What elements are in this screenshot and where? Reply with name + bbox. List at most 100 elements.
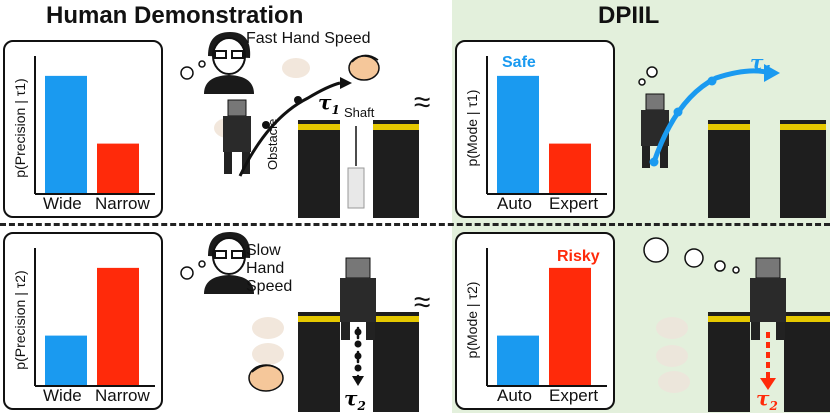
- shaft-label: Shaft: [344, 105, 375, 120]
- person-icon: [204, 32, 254, 94]
- trajectory-arrow: [238, 81, 341, 177]
- chart-y-label: p(Precision | τ1): [12, 78, 28, 178]
- risky-annotation: Risky: [557, 248, 600, 265]
- category-label: Expert: [549, 386, 599, 405]
- thought-bubble: [684, 248, 704, 268]
- hand-icon-faded: [282, 58, 310, 78]
- thought-bubble: [198, 260, 206, 268]
- tau1-label: τ1: [318, 90, 340, 117]
- title-human-demonstration: Human Demonstration: [46, 2, 304, 29]
- hand-icon: [248, 364, 284, 392]
- hand-icon-faded: [658, 371, 690, 393]
- trajectory-point: [354, 328, 362, 336]
- category-label: Wide: [43, 194, 82, 213]
- hand-icon-faded: [656, 345, 688, 367]
- approx-symbol: ≈: [414, 86, 431, 119]
- bar-expert: [549, 267, 591, 386]
- chart-y-label: p(Precision | τ2): [12, 270, 28, 370]
- category-label: Wide: [43, 386, 82, 405]
- bar-expert: [549, 143, 591, 194]
- robot-gripper-icon: [641, 93, 669, 168]
- robot-gripper-icon: [340, 257, 376, 340]
- yellow-tape: [298, 316, 340, 322]
- trajectory-point: [354, 352, 362, 360]
- tau1-label: τ1: [750, 50, 772, 77]
- safe-annotation: Safe: [502, 54, 536, 71]
- title-dpiil: DPIIL: [598, 2, 660, 29]
- chart-mode-tau1-plot: [486, 56, 607, 195]
- obstacle-block: [708, 120, 750, 218]
- trajectory-point: [262, 121, 270, 129]
- hand-icon-faded: [252, 343, 284, 365]
- obstacle-label: Obstacle: [265, 118, 280, 170]
- obstacle-block: [298, 312, 340, 412]
- tau2-label: τ2: [344, 386, 366, 413]
- yellow-tape: [373, 124, 419, 130]
- chart-mode-tau2-plot: [486, 248, 607, 387]
- bar-auto: [497, 335, 539, 386]
- hand-icon-faded: [656, 317, 688, 339]
- dpiil-safe-scene: [638, 64, 826, 218]
- chart-mode-tau1: p(Mode | τ1) Safe Auto Expert: [455, 40, 615, 218]
- robot-gripper-icon: [750, 257, 786, 340]
- chart-precision-tau2-plot: [34, 248, 155, 387]
- bar-narrow: [97, 267, 139, 386]
- chart-mode-tau2: p(Mode | τ2) Risky Auto Expert: [455, 232, 615, 410]
- obstacle-block: [298, 120, 340, 218]
- category-label: Narrow: [95, 386, 150, 405]
- hand-icon: [348, 54, 380, 81]
- category-label: Expert: [549, 194, 599, 213]
- yellow-tape: [784, 316, 830, 322]
- bar-auto: [497, 75, 539, 194]
- yellow-tape: [298, 124, 340, 130]
- section-divider: [0, 223, 830, 226]
- thought-bubble: [646, 66, 658, 78]
- yellow-tape: [708, 316, 750, 322]
- thought-bubble: [643, 237, 669, 263]
- slow-hand-speed-label: Slow Hand Speed: [246, 242, 293, 295]
- bar-wide: [45, 335, 87, 386]
- obstacle-block: [784, 312, 830, 412]
- trajectory-point: [354, 340, 362, 348]
- thought-bubble: [198, 60, 206, 68]
- yellow-tape: [373, 316, 419, 322]
- arrow-head: [760, 378, 776, 390]
- obstacle-block: [708, 312, 750, 412]
- category-label: Auto: [497, 194, 532, 213]
- thought-bubble: [180, 66, 194, 80]
- slow-demo-scene: [180, 232, 419, 412]
- trajectory-point: [649, 157, 659, 167]
- thought-bubble: [714, 260, 726, 272]
- category-label: Auto: [497, 386, 532, 405]
- bar-narrow: [97, 143, 139, 194]
- chart-y-label: p(Mode | τ1): [464, 89, 480, 167]
- thought-bubble: [638, 78, 646, 86]
- obstacle-block: [373, 312, 419, 412]
- bar-wide: [45, 75, 87, 194]
- chart-precision-tau2: p(Precision | τ2) Wide Narrow: [3, 232, 163, 410]
- trajectory-point: [294, 96, 302, 104]
- thought-bubble: [732, 266, 740, 274]
- trajectory-point: [673, 107, 683, 117]
- arrow-head: [340, 77, 352, 89]
- obstacle-block: [373, 120, 419, 218]
- tau2-label: τ2: [756, 386, 778, 413]
- chart-y-label: p(Mode | τ2): [464, 281, 480, 359]
- arrow-head: [764, 64, 780, 82]
- fast-hand-speed-label: Fast Hand Speed: [246, 30, 371, 47]
- dpiil-risky-scene: [643, 237, 830, 412]
- category-label: Narrow: [95, 194, 150, 213]
- trajectory-point: [354, 364, 362, 372]
- fast-demo-scene: [180, 32, 419, 218]
- obstacle-block: [780, 120, 826, 218]
- chart-precision-tau1: p(Precision | τ1) Wide Narrow: [3, 40, 163, 218]
- shaft-icon: [347, 167, 365, 209]
- thought-bubble: [180, 266, 194, 280]
- yellow-tape: [708, 124, 750, 130]
- hand-icon-faded: [252, 317, 284, 339]
- approx-symbol: ≈: [414, 286, 431, 319]
- person-icon: [204, 232, 254, 294]
- yellow-tape: [780, 124, 826, 130]
- chart-precision-tau1-plot: [34, 56, 155, 195]
- trajectory-point: [707, 76, 717, 86]
